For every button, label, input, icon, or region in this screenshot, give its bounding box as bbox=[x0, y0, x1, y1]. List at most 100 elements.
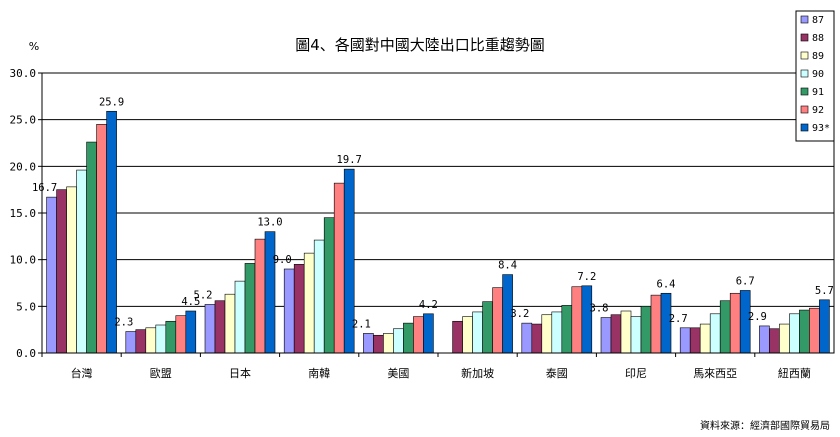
bar-南韓-89 bbox=[303, 252, 315, 354]
y-tick-label: 0.0 bbox=[16, 347, 36, 360]
data-label: 8.4 bbox=[498, 260, 517, 272]
legend-label: 93* bbox=[812, 123, 830, 134]
x-category-label: 印尼 bbox=[625, 367, 647, 380]
bar-馬來西亞-89 bbox=[699, 323, 711, 354]
bar-歐盟-88 bbox=[135, 329, 147, 354]
bar-美國-91 bbox=[403, 322, 414, 354]
x-axis-categories: 台灣 歐盟 日本 南韓 美國 新加坡 泰國 印尼 馬來西亞 紐西蘭 bbox=[41, 353, 811, 380]
bar-泰國-89 bbox=[541, 314, 553, 354]
y-axis-unit: % bbox=[29, 40, 39, 53]
bar-台灣-89 bbox=[66, 186, 77, 354]
x-category-label: 泰國 bbox=[546, 366, 568, 380]
bar-日本-91 bbox=[244, 263, 256, 354]
bar-日本-89 bbox=[224, 293, 236, 354]
y-tick-label: 20.0 bbox=[10, 160, 37, 173]
bar-美國-88 bbox=[373, 334, 384, 354]
legend: 87 88 89 90 91 92 93* bbox=[795, 10, 835, 142]
bar-印尼-88 bbox=[610, 314, 622, 354]
legend-label: 88 bbox=[812, 33, 824, 44]
data-label: 3.2 bbox=[510, 308, 529, 320]
legend-label: 87 bbox=[812, 15, 824, 26]
data-label: 6.7 bbox=[736, 275, 755, 287]
bars bbox=[46, 110, 830, 354]
bar-美國-92 bbox=[413, 316, 424, 354]
x-category-label: 紐西蘭 bbox=[778, 367, 811, 380]
data-label: 5.7 bbox=[815, 285, 834, 297]
y-axis-ticks: 0.0 5.0 10.0 15.0 20.0 25.0 30.0 bbox=[10, 67, 42, 360]
x-category-label: 美國 bbox=[387, 367, 409, 380]
source-note: 資料來源：經濟部國際貿易局 bbox=[700, 419, 830, 432]
bar-紐西蘭-90 bbox=[789, 313, 800, 354]
bar-南韓-91 bbox=[323, 217, 335, 354]
data-label: 2.1 bbox=[352, 318, 371, 330]
bar-新加坡-91 bbox=[482, 301, 493, 354]
legend-label: 89 bbox=[812, 51, 824, 62]
bar-新加坡-90 bbox=[472, 311, 483, 354]
y-tick-label: 5.0 bbox=[16, 300, 36, 313]
y-tick-label: 10.0 bbox=[10, 254, 37, 267]
bar-台灣-87 bbox=[46, 196, 57, 354]
bar-南韓-88 bbox=[293, 264, 305, 354]
bar-日本-88 bbox=[214, 300, 226, 354]
data-label: 16.7 bbox=[32, 182, 57, 194]
bar-台灣-92 bbox=[96, 124, 107, 354]
data-label: 2.7 bbox=[669, 313, 688, 325]
bar-歐盟-91 bbox=[165, 320, 177, 354]
x-category-label: 南韓 bbox=[308, 367, 330, 380]
data-label: 9.0 bbox=[273, 254, 292, 266]
data-labels: 16.7 25.9 2.3 4.55.2 13.0 9.0 19.7 2.1 4.2 8.4 3.2… bbox=[32, 96, 834, 330]
bar-紐西蘭-89 bbox=[779, 323, 790, 354]
bar-紐西蘭-93* bbox=[819, 299, 830, 354]
chart-title: 圖4、各國對中國大陸出口比重趨勢圖 bbox=[295, 36, 545, 54]
x-category-label: 新加坡 bbox=[461, 366, 494, 380]
legend-label: 91 bbox=[812, 87, 824, 98]
bar-南韓-92 bbox=[333, 182, 345, 354]
gridlines bbox=[42, 119, 834, 307]
data-label: 13.0 bbox=[257, 217, 282, 229]
bar-新加坡-92 bbox=[492, 287, 503, 354]
y-tick-label: 15.0 bbox=[10, 207, 37, 220]
bar-馬來西亞-91 bbox=[719, 300, 731, 354]
legend-swatch bbox=[800, 123, 809, 132]
data-label: 5.2 bbox=[194, 289, 213, 301]
bar-日本-92 bbox=[254, 238, 266, 354]
x-category-label: 日本 bbox=[229, 366, 251, 380]
bar-南韓-90 bbox=[313, 239, 325, 354]
data-label: 7.2 bbox=[577, 271, 596, 283]
data-label: 2.3 bbox=[114, 317, 133, 329]
y-tick-label: 25.0 bbox=[10, 114, 37, 127]
legend-swatch bbox=[800, 87, 809, 96]
bar-馬來西亞-90 bbox=[709, 313, 721, 354]
bar-印尼-90 bbox=[630, 316, 642, 354]
data-label: 25.9 bbox=[99, 96, 124, 108]
bar-美國-93* bbox=[423, 313, 434, 354]
bar-台灣-90 bbox=[76, 169, 87, 354]
bar-新加坡-89 bbox=[462, 316, 473, 354]
legend-label: 92 bbox=[812, 105, 824, 116]
y-tick-label: 30.0 bbox=[10, 67, 37, 80]
bar-泰國-93* bbox=[581, 285, 593, 354]
bar-歐盟-93* bbox=[185, 310, 197, 354]
legend-swatch bbox=[800, 51, 809, 60]
bar-泰國-90 bbox=[551, 311, 563, 354]
bar-紐西蘭-87 bbox=[759, 325, 770, 354]
bar-南韓-87 bbox=[283, 268, 295, 354]
bar-紐西蘭-91 bbox=[799, 309, 810, 354]
x-category-label: 台灣 bbox=[71, 366, 93, 380]
legend-swatch bbox=[800, 69, 809, 78]
x-category-label: 馬來西亞 bbox=[693, 367, 737, 380]
bar-日本-93* bbox=[264, 231, 276, 354]
bar-泰國-92 bbox=[571, 286, 583, 354]
bar-歐盟-89 bbox=[145, 327, 157, 354]
bar-台灣-91 bbox=[86, 141, 97, 354]
x-category-label: 歐盟 bbox=[150, 366, 172, 380]
data-label: 6.4 bbox=[657, 278, 676, 290]
data-label: 2.9 bbox=[748, 311, 767, 323]
bar-馬來西亞-88 bbox=[689, 327, 701, 354]
bar-泰國-91 bbox=[561, 305, 573, 354]
bar-歐盟-92 bbox=[175, 315, 187, 354]
bar-美國-87 bbox=[363, 333, 374, 354]
bar-新加坡-88 bbox=[452, 320, 463, 354]
bar-印尼-89 bbox=[620, 310, 632, 354]
